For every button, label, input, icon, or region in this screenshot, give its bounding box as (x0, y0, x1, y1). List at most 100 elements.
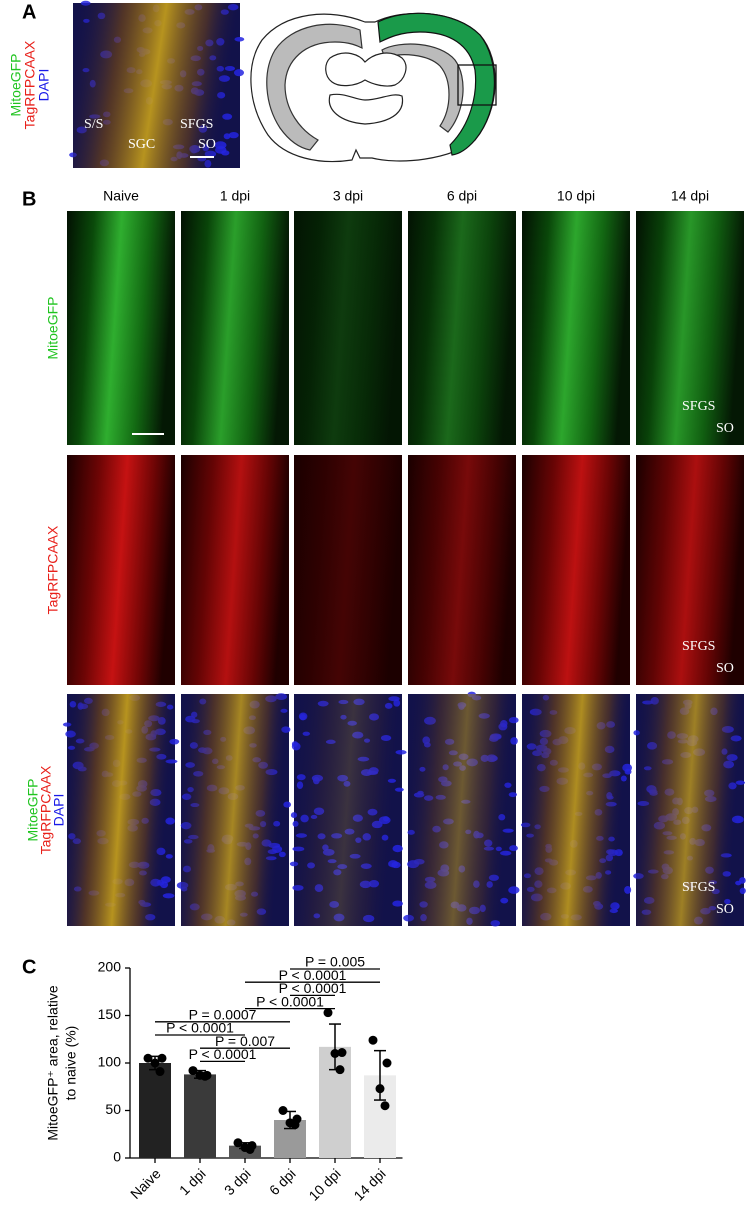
data-point (382, 1058, 392, 1068)
data-point (155, 1067, 165, 1077)
p-value-label: P < 0.0001 (279, 980, 347, 996)
micrograph (67, 211, 175, 445)
x-tick-label: 10 dpi (305, 1165, 343, 1203)
y-tick-label: 50 (105, 1101, 121, 1117)
panel-label: B (22, 188, 36, 210)
y-tick-label: 200 (98, 959, 122, 975)
region-label: SO (716, 661, 734, 676)
data-point (233, 1138, 243, 1148)
micrograph-signal (636, 455, 744, 685)
column-header: 6 dpi (447, 188, 477, 204)
micrograph-signal (522, 211, 630, 445)
micrograph-signal (181, 694, 289, 926)
micrograph-signal (181, 455, 289, 685)
region-label: S/S (84, 117, 103, 132)
channel-label: DAPI (51, 794, 67, 827)
panel-label: A (22, 1, 36, 23)
p-value-label: P < 0.0001 (279, 967, 347, 983)
micrograph-signal (294, 694, 402, 926)
channel-label: MitoeGFP (8, 53, 24, 116)
channel-label: TagRFPCAAX (38, 765, 54, 854)
micrograph-signal (636, 211, 744, 445)
micrograph-signal (67, 211, 175, 445)
micrograph-signal (522, 455, 630, 685)
micrograph-signal (408, 455, 516, 685)
micrograph-signal (294, 455, 402, 685)
micrograph (408, 211, 516, 445)
column-header: Naive (103, 188, 139, 204)
panel-b: Naive 1 dpi 3 dpi 6 dpi 10 dpi 14 dpi MitoeGFP… (25, 188, 746, 927)
region-label: SO (716, 421, 734, 436)
region-label: SFGS (682, 399, 715, 414)
region-label: SGC (128, 137, 155, 152)
micrograph (176, 693, 292, 926)
channel-label: DAPI (36, 69, 52, 102)
data-point (245, 1144, 255, 1154)
x-tick-label: 3 dpi (221, 1165, 254, 1198)
y-tick-label: 150 (98, 1006, 122, 1022)
p-value-label: P < 0.0001 (189, 1046, 257, 1062)
data-point (157, 1053, 167, 1063)
y-axis-label: MitoeGFP⁺ area, relative (45, 985, 61, 1140)
p-value-label: P < 0.0001 (256, 993, 324, 1009)
micrograph (62, 694, 180, 926)
column-header: 14 dpi (671, 188, 709, 204)
data-point (188, 1066, 198, 1076)
brain-diagram (250, 12, 497, 163)
micrograph-signal (636, 694, 744, 926)
p-value-label: P = 0.0007 (189, 1007, 257, 1023)
data-point (380, 1101, 390, 1111)
column-header: 1 dpi (220, 188, 250, 204)
data-point (323, 1008, 333, 1018)
micrograph-signal (73, 3, 240, 168)
y-tick-label: 100 (98, 1054, 122, 1070)
channel-label: TagRFPCAAX (22, 40, 38, 129)
y-axis-label: to naive (%) (63, 1026, 79, 1101)
micrograph (181, 455, 289, 685)
micrograph (289, 694, 407, 926)
micrograph (67, 455, 175, 685)
micrograph (69, 0, 245, 168)
bar (184, 1074, 216, 1158)
micrograph-signal (408, 694, 516, 926)
micrograph (294, 455, 402, 685)
region-label: SO (198, 137, 216, 152)
x-tick-label: 1 dpi (176, 1165, 209, 1198)
region-label: SFGS (682, 639, 715, 654)
channel-label: MitoeGFP (45, 296, 61, 359)
y-tick-label: 0 (113, 1149, 121, 1165)
data-point (330, 1049, 340, 1058)
data-point (143, 1053, 153, 1063)
data-point (200, 1071, 210, 1081)
data-point (375, 1084, 385, 1094)
micrograph-signal (181, 211, 289, 445)
data-point (290, 1120, 300, 1130)
micrograph-signal (67, 694, 175, 926)
micrograph (294, 211, 402, 445)
data-point (150, 1058, 160, 1068)
micrograph (408, 455, 516, 685)
micrograph (522, 211, 630, 445)
data-point (278, 1106, 288, 1115)
micrograph (520, 694, 633, 926)
chart: 0 50 100 150 200 MitoeGFP⁺ area, relative to n… (45, 954, 403, 1204)
panel-label: C (22, 956, 36, 978)
p-value-label: P = 0.007 (215, 1033, 275, 1049)
micrograph-signal (522, 694, 630, 926)
channel-label: MitoeGFP (25, 778, 41, 841)
micrograph-signal (294, 211, 402, 445)
column-header: 3 dpi (333, 188, 363, 204)
channel-label: TagRFPCAAX (45, 525, 61, 614)
micrograph (181, 211, 289, 445)
micrograph (522, 455, 630, 685)
micrograph-signal (408, 211, 516, 445)
bar (139, 1063, 171, 1158)
micrograph (636, 455, 744, 685)
micrograph (633, 694, 746, 926)
micrograph-signal (67, 455, 175, 685)
region-label: SFGS (180, 117, 213, 132)
micrograph (403, 691, 520, 927)
x-tick-label: 14 dpi (350, 1165, 388, 1203)
